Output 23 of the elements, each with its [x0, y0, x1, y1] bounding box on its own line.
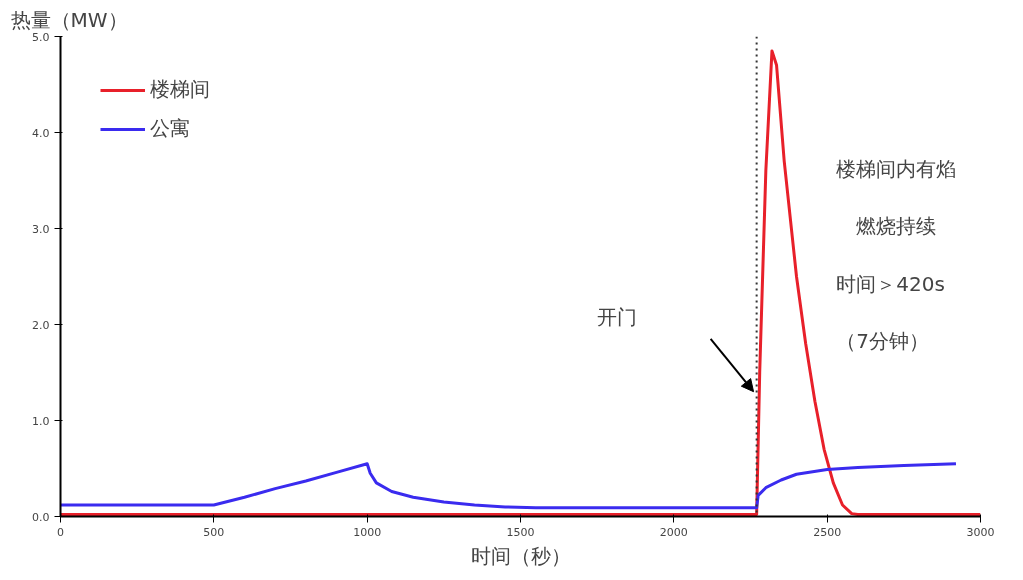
y-tick-label: 5.0	[32, 30, 50, 44]
x-tick-label: 1000	[353, 525, 382, 539]
y-tick-label: 3.0	[32, 222, 50, 236]
y-tick-label: 2.0	[32, 318, 50, 332]
annotation: 时间＞420s	[836, 271, 945, 296]
legend-label: 公寓	[150, 115, 190, 142]
y-tick-label: 0.0	[32, 510, 50, 524]
y-tick-label: 4.0	[32, 126, 50, 140]
x-tick-label: 0	[57, 525, 64, 539]
x-tick-label: 3000	[966, 525, 995, 539]
line-series	[60, 462, 958, 510]
y-tick-label: 1.0	[32, 414, 50, 428]
annotation: 开门	[597, 305, 638, 330]
annotation: （7分钟）	[836, 329, 930, 354]
x-tick-label: 2000	[659, 525, 688, 539]
x-tick-label: 500	[203, 525, 225, 539]
x-tick-label: 1500	[506, 525, 535, 539]
annotation: 燃烧持续	[856, 214, 937, 239]
y-axis-title: 热量（MW）	[10, 7, 128, 32]
x-tick-label: 2500	[813, 525, 842, 539]
x-axis-title: 时间（秒）	[470, 543, 571, 568]
annotation: 楼梯间内有焰	[836, 156, 957, 181]
legend-label: 楼梯间	[150, 76, 210, 103]
